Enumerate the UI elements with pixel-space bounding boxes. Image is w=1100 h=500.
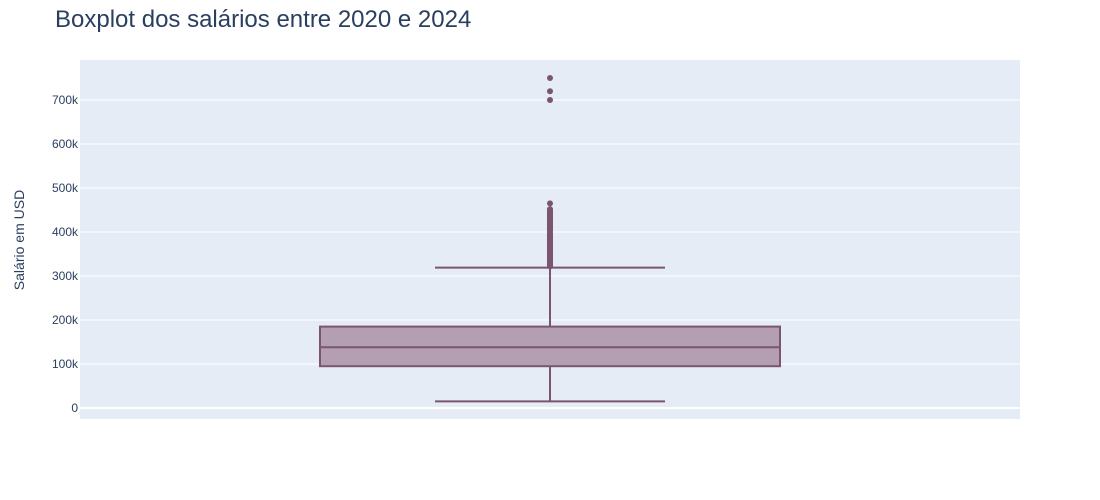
y-axis-ticks: 0 100k 200k 300k 400k 500k 600k 700k <box>52 93 79 415</box>
outlier-point <box>547 88 553 95</box>
outlier-points <box>547 75 553 270</box>
outlier-point <box>547 97 553 103</box>
y-tick-label: 600k <box>52 137 79 151</box>
y-tick-label: 400k <box>52 225 79 239</box>
y-tick-label: 500k <box>52 181 79 195</box>
outlier-point <box>547 206 553 213</box>
y-tick-label: 300k <box>52 269 79 283</box>
y-axis-title: Salário em USD <box>11 190 27 290</box>
y-tick-label: 700k <box>52 93 79 107</box>
outlier-point <box>547 75 553 81</box>
y-tick-label: 0 <box>71 401 78 415</box>
y-tick-label: 200k <box>52 313 79 327</box>
chart-title: Boxplot dos salários entre 2020 e 2024 <box>55 6 472 33</box>
outlier-point <box>547 200 553 207</box>
y-tick-label: 100k <box>52 357 79 371</box>
